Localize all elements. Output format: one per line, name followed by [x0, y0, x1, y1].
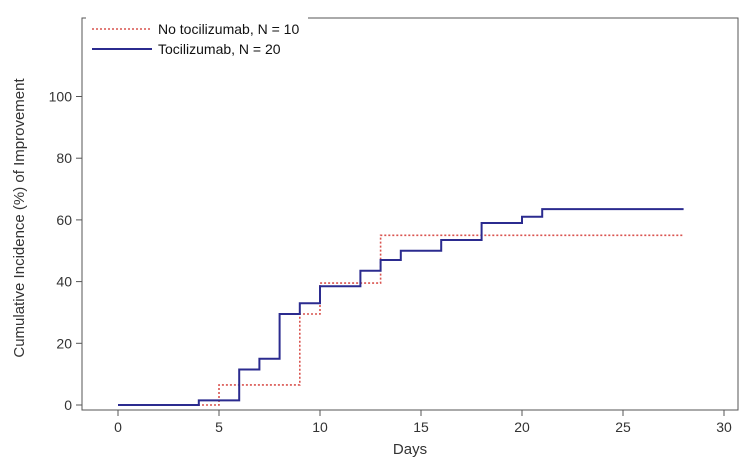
x-tick-label: 15	[413, 419, 429, 435]
y-tick-label: 20	[56, 335, 72, 351]
y-tick-label: 40	[56, 274, 72, 290]
y-axis-ticks: 0 20 40 60 80 100	[49, 89, 82, 413]
legend-background	[86, 17, 308, 57]
x-tick-label: 30	[716, 419, 732, 435]
x-tick-label: 5	[215, 419, 223, 435]
x-tick-label: 20	[514, 419, 530, 435]
y-tick-label: 80	[56, 150, 72, 166]
legend: No tocilizumab, N = 10 Tocilizumab, N = 2…	[86, 17, 308, 57]
y-axis-label: Cumulative Incidence (%) of Improvement	[11, 78, 28, 358]
x-axis-label: Days	[393, 441, 427, 458]
series-layer	[118, 208, 684, 406]
x-tick-label: 10	[312, 419, 328, 435]
legend-label: Tocilizumab, N = 20	[158, 41, 281, 57]
y-tick-label: 0	[64, 397, 72, 413]
y-tick-label: 60	[56, 212, 72, 228]
y-tick-label: 100	[49, 89, 73, 105]
x-tick-label: 0	[114, 419, 122, 435]
series-line-2	[118, 208, 684, 406]
x-tick-label: 25	[615, 419, 631, 435]
legend-label: No tocilizumab, N = 10	[158, 21, 299, 37]
plot-frame	[81, 17, 739, 411]
x-axis-ticks: 0 5 10 15 20 25 30	[114, 410, 732, 435]
